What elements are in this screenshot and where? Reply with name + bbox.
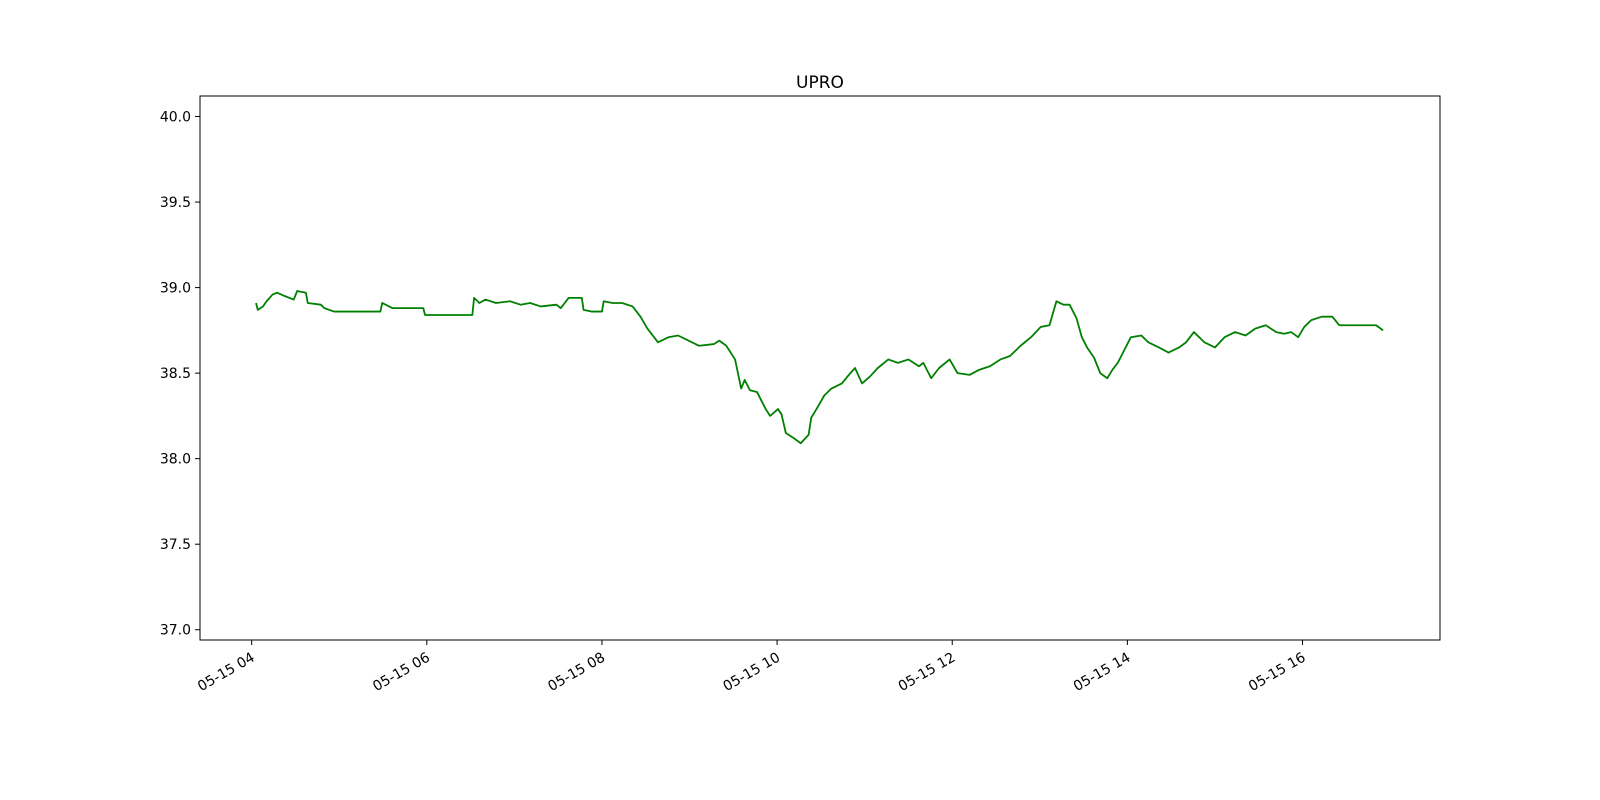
x-tick-label: 05-15 10 <box>721 650 784 695</box>
x-tick-label: 05-15 04 <box>195 650 258 695</box>
chart-title: UPRO <box>796 73 844 93</box>
y-tick-label: 38.0 <box>160 452 191 468</box>
x-tick-label: 05-15 16 <box>1246 650 1309 695</box>
y-tick-label: 38.5 <box>160 366 191 382</box>
y-tick-label: 39.5 <box>160 195 191 211</box>
x-tick-label: 05-15 06 <box>370 650 433 695</box>
y-tick-label: 39.0 <box>160 281 191 297</box>
plot-frame <box>199 95 1441 641</box>
price-line <box>255 290 1384 445</box>
x-tick-label: 05-15 12 <box>896 650 959 695</box>
y-tick-label: 37.0 <box>160 623 191 639</box>
y-tick-label: 40.0 <box>160 110 191 126</box>
x-tick-label: 05-15 14 <box>1071 650 1134 695</box>
y-tick-label: 37.5 <box>160 537 191 553</box>
x-tick-label: 05-15 08 <box>545 650 608 695</box>
